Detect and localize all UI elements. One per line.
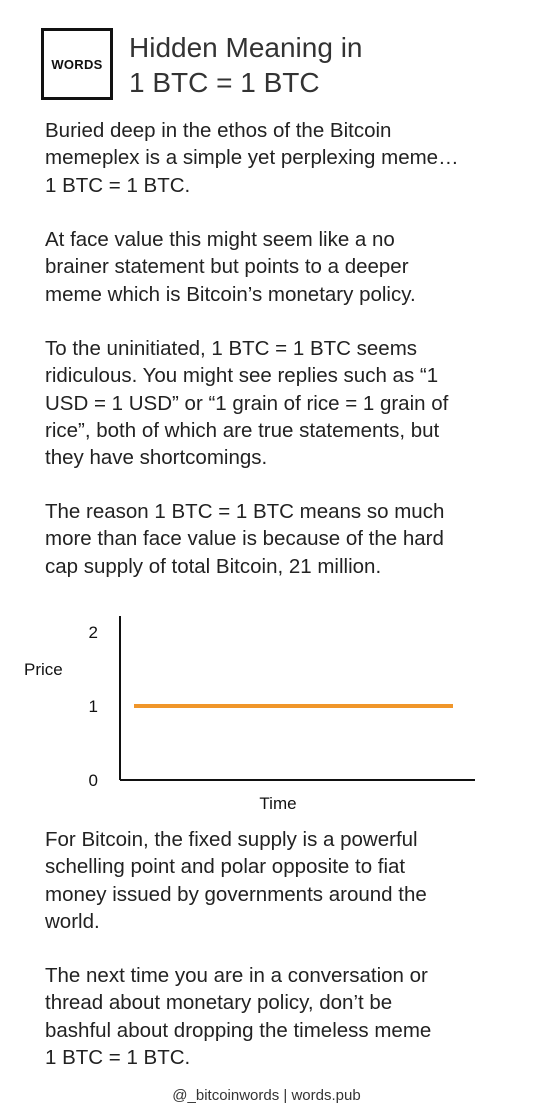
text-line: 1 BTC = 1 BTC. bbox=[45, 173, 191, 197]
text-line: money issued by governments around the bbox=[45, 882, 427, 906]
text-line: The next time you are in a conversation … bbox=[45, 964, 428, 987]
text-line: ridiculous. You might see replies such a… bbox=[45, 364, 439, 388]
text-line: meme which is Bitcoin’s monetary policy. bbox=[45, 282, 416, 306]
text-line: bashful about dropping the timeless meme bbox=[45, 1018, 432, 1042]
y-tick-label: 1 bbox=[89, 697, 98, 716]
footer-credit: @_bitcoinwords | words.pub bbox=[172, 1087, 361, 1104]
text-line: thread about monetary policy, don’t be bbox=[45, 991, 393, 1015]
y-tick-labels: 0 1 2 bbox=[89, 623, 98, 790]
text-line: brainer statement but points to a deeper bbox=[45, 255, 409, 279]
paragraph-reason: The reason 1 BTC = 1 BTC means so much m… bbox=[45, 498, 505, 580]
text-line: The reason 1 BTC = 1 BTC means so much bbox=[45, 500, 445, 523]
title-line-1: Hidden Meaning in bbox=[129, 32, 363, 63]
paragraph-next-time: The next time you are in a conversation … bbox=[45, 962, 505, 1071]
text-line: schelling point and polar opposite to fi… bbox=[45, 855, 406, 879]
text-line: To the uninitiated, 1 BTC = 1 BTC seems bbox=[45, 337, 418, 360]
text-line: USD = 1 USD” or “1 grain of rice = 1 gra… bbox=[45, 391, 449, 415]
y-axis-label: Price bbox=[24, 660, 63, 679]
text-line: For Bitcoin, the fixed supply is a power… bbox=[45, 828, 418, 851]
price-chart: 0 1 2 Price Time bbox=[24, 616, 475, 813]
text-line: more than face value is because of the h… bbox=[45, 527, 444, 551]
text-line: they have shortcomings. bbox=[45, 446, 268, 470]
paragraph-face-value: At face value this might seem like a no … bbox=[45, 226, 505, 308]
words-logo: WORDS bbox=[41, 28, 113, 100]
text-line: memeplex is a simple yet perplexing meme… bbox=[45, 146, 459, 170]
page-title: Hidden Meaning in 1 BTC = 1 BTC bbox=[129, 30, 363, 100]
paragraph-fixed-supply: For Bitcoin, the fixed supply is a power… bbox=[45, 826, 505, 935]
y-tick-label: 2 bbox=[89, 623, 98, 642]
text-line: rice”, both of which are true statements… bbox=[45, 418, 440, 442]
paragraph-uninitiated: To the uninitiated, 1 BTC = 1 BTC seems … bbox=[45, 335, 505, 471]
text-line: world. bbox=[45, 909, 100, 933]
text-line: Buried deep in the ethos of the Bitcoin bbox=[45, 119, 392, 142]
title-line-2: 1 BTC = 1 BTC bbox=[129, 67, 320, 98]
paragraph-intro: Buried deep in the ethos of the Bitcoin … bbox=[45, 117, 505, 199]
logo-text: WORDS bbox=[51, 56, 103, 72]
text-line: cap supply of total Bitcoin, 21 million. bbox=[45, 554, 382, 578]
x-axis-label: Time bbox=[259, 794, 296, 813]
text-line: At face value this might seem like a no bbox=[45, 228, 395, 251]
y-tick-label: 0 bbox=[89, 771, 98, 790]
text-line: 1 BTC = 1 BTC. bbox=[45, 1045, 191, 1069]
